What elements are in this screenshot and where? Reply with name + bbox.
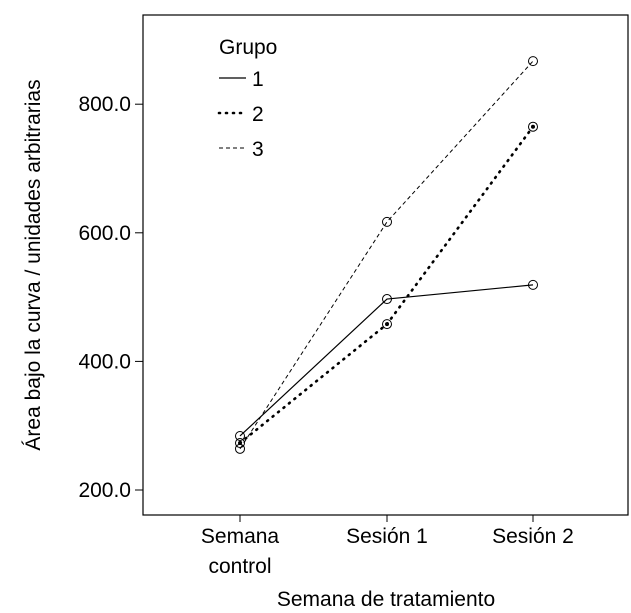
data-point-1 bbox=[528, 279, 538, 290]
legend-label: 1 bbox=[252, 68, 264, 91]
legend-label: 2 bbox=[252, 103, 264, 126]
plot-frame bbox=[142, 14, 629, 516]
x-axis-label: Semana de tratamiento bbox=[277, 588, 495, 611]
y-tick-label: 600.0 bbox=[78, 222, 131, 245]
x-tick-label: Semana bbox=[201, 525, 280, 548]
data-point-1 bbox=[382, 294, 392, 305]
x-tick-label: Sesión 1 bbox=[346, 525, 428, 548]
data-point-3 bbox=[382, 216, 392, 227]
data-point-3 bbox=[235, 443, 245, 454]
x-tick-label: control bbox=[208, 555, 271, 578]
data-point-fill bbox=[385, 322, 389, 327]
data-point-fill bbox=[531, 124, 535, 129]
data-point-1 bbox=[235, 430, 245, 441]
legend-label: 3 bbox=[252, 138, 264, 161]
data-point-2 bbox=[382, 319, 392, 330]
x-tick-label: Sesión 2 bbox=[492, 525, 574, 548]
y-tick-label: 200.0 bbox=[78, 479, 131, 502]
y-tick-label: 800.0 bbox=[78, 93, 131, 116]
legend-title: Grupo bbox=[219, 36, 277, 59]
y-tick-label: 400.0 bbox=[78, 350, 131, 373]
data-point-3 bbox=[528, 56, 538, 67]
data-point-2 bbox=[528, 121, 538, 132]
series-line-1 bbox=[239, 284, 534, 437]
y-axis-label: Área bajo la curva / unidades arbitraria… bbox=[22, 79, 45, 450]
series-line-3 bbox=[239, 60, 534, 450]
data-point-2 bbox=[235, 438, 245, 449]
